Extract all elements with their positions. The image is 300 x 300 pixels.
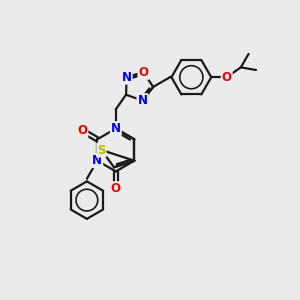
Text: O: O — [111, 182, 121, 195]
Text: S: S — [97, 143, 106, 157]
Text: O: O — [139, 66, 148, 79]
Text: N: N — [137, 94, 148, 107]
Text: O: O — [77, 124, 87, 137]
Text: N: N — [92, 154, 102, 167]
Text: N: N — [122, 71, 132, 84]
Text: O: O — [222, 71, 232, 84]
Text: N: N — [111, 122, 121, 135]
